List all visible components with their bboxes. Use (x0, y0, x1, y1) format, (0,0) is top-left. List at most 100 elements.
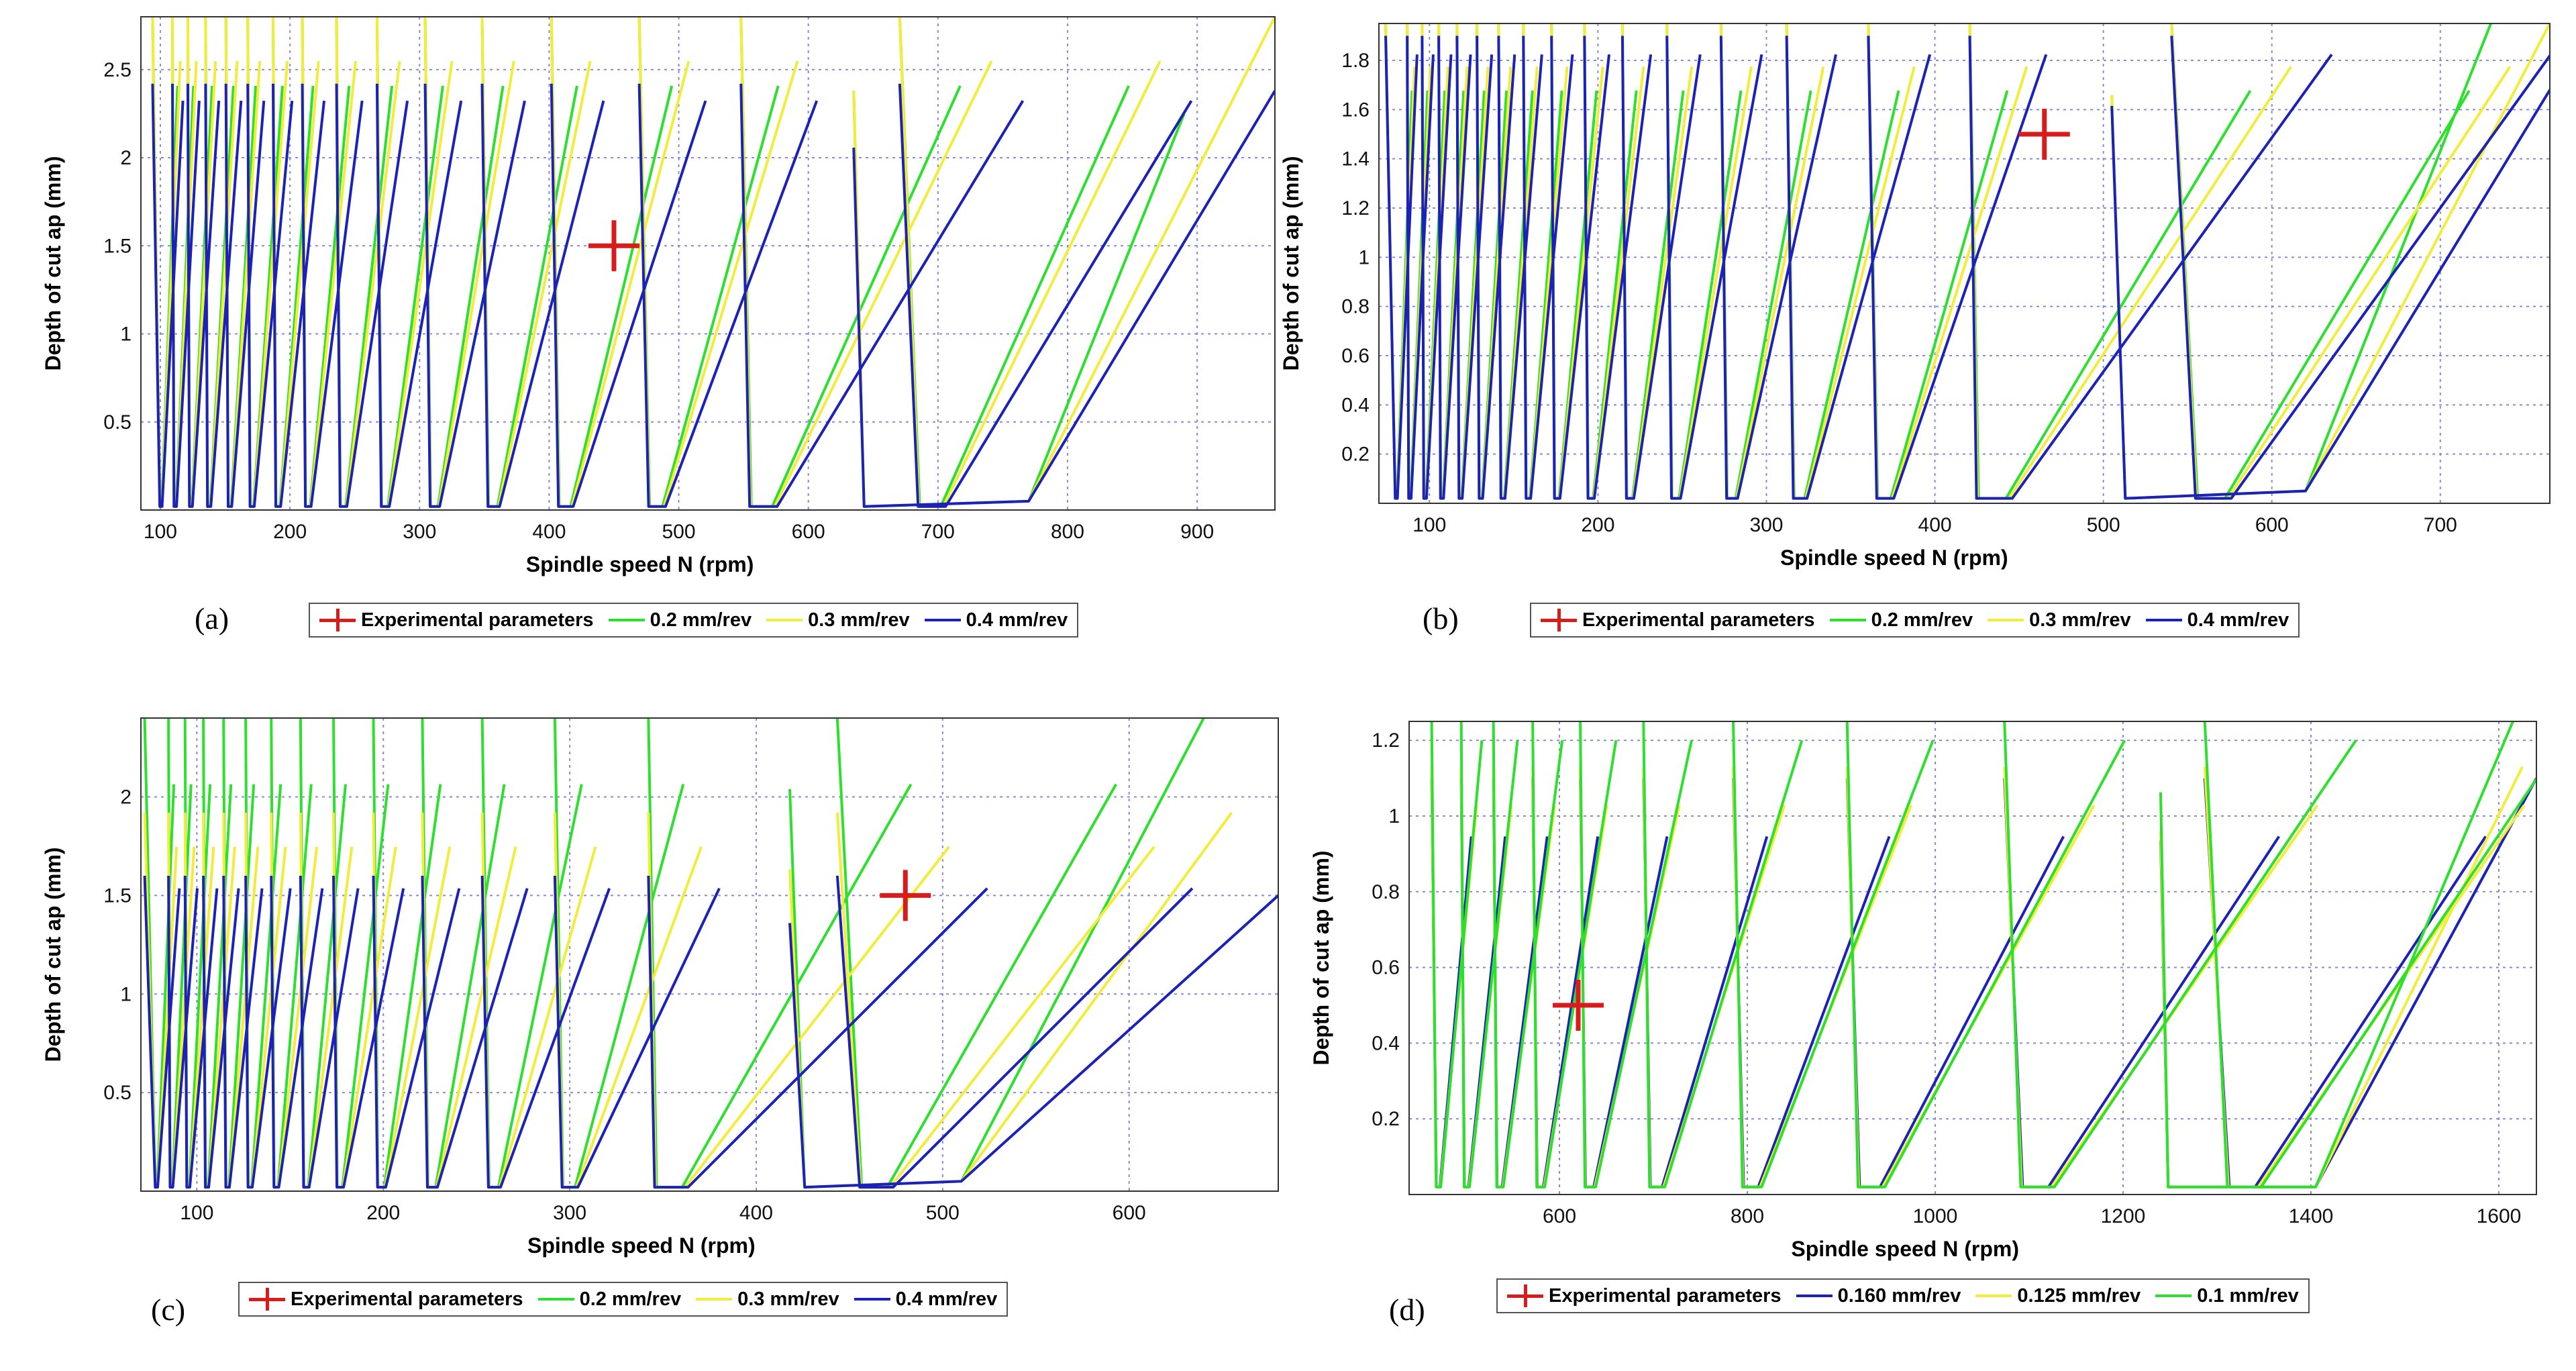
x-tick-label-a: 600 (792, 521, 825, 543)
y-tick-label-c: 0.5 (103, 1082, 132, 1104)
y-axis-title-b: Depth of cut ap (mm) (1279, 156, 1303, 371)
legend-c-series-2-text: 0.3 mm/rev (737, 1288, 839, 1310)
y-tick-label-b: 0.8 (1341, 296, 1370, 318)
panel-label-d: (d) (1389, 1292, 1425, 1327)
x-axis-title-d: Spindle speed N (rpm) (1791, 1237, 2019, 1261)
x-tick-label-d: 1000 (1913, 1205, 1958, 1227)
x-axis-title-c: Spindle speed N (rpm) (527, 1233, 756, 1258)
x-tick-label-b: 200 (1581, 514, 1614, 536)
y-tick-label-d: 0.4 (1372, 1032, 1400, 1054)
legend-d-series-1-text: 0.160 mm/rev (1837, 1284, 1961, 1307)
y-tick-label-a: 0.5 (103, 411, 132, 434)
legend-c-experimental: Experimental parameters (249, 1288, 523, 1311)
x-tick-label-a: 300 (403, 521, 436, 543)
plot-frame-b (1378, 23, 2551, 504)
legend-a-experimental-text: Experimental parameters (361, 609, 594, 631)
series-line-a-3 (151, 83, 1275, 508)
chart-b-plot: 100 200 300 400 500 600 700 0.2 0.4 0.6 0.8 1 1.2 1.4… (1279, 23, 2551, 570)
series-line-d-3 (1430, 721, 2536, 1188)
legend-d-series-2-text: 0.125 mm/rev (2017, 1284, 2141, 1307)
y-axis-title-c: Depth of cut ap (mm) (41, 848, 65, 1062)
panel-label-c: (c) (151, 1292, 186, 1327)
x-tick-label-a: 200 (273, 521, 307, 543)
x-tick-label-d: 600 (1543, 1205, 1576, 1227)
legend-b-series-2-text: 0.3 mm/rev (2029, 609, 2131, 631)
x-tick-label-c: 600 (1113, 1202, 1146, 1224)
x-tick-label-d: 1200 (2101, 1205, 2146, 1227)
chart-a-plot: 100 200 300 400 500 600 700 800 900 0.5 1 1.5 2 2.5 Sp… (41, 16, 1276, 576)
lobes-group-c (143, 718, 1278, 1189)
legend-a-series-1: 0.2 mm/rev (608, 609, 752, 631)
legend-d-series-2-swatch (1975, 1294, 2012, 1297)
x-tick-label-c: 400 (739, 1202, 773, 1224)
x-tick-label-d: 1600 (2477, 1205, 2522, 1227)
legend-b: Experimental parameters 0.2 mm/rev 0.3 m… (1530, 603, 2300, 638)
panel-label-b: (b) (1423, 601, 1459, 636)
legend-c-series-1-swatch (537, 1298, 574, 1301)
lobes-group-a (151, 17, 1275, 508)
y-tick-label-d: 0.2 (1372, 1108, 1400, 1130)
legend-b-cross-icon (1541, 609, 1577, 631)
y-tick-label-d: 1.2 (1372, 729, 1400, 752)
y-tick-label-d: 0.8 (1372, 881, 1400, 903)
legend-d-series-3: 0.1 mm/rev (2155, 1285, 2299, 1307)
x-tick-label-c: 100 (180, 1202, 213, 1224)
legend-c: Experimental parameters 0.2 mm/rev 0.3 m… (238, 1282, 1009, 1317)
legend-b-experimental-text: Experimental parameters (1582, 609, 1815, 631)
y-tick-label-b: 1.8 (1341, 50, 1370, 72)
legend-d-series-1-swatch (1796, 1294, 1833, 1297)
legend-c-series-3: 0.4 mm/rev (854, 1288, 997, 1311)
x-tick-label-c: 200 (366, 1202, 400, 1224)
y-tick-label-c: 1.5 (103, 884, 132, 907)
legend-a-series-3-swatch (924, 619, 961, 621)
chart-c-plot: 100 200 300 400 500 600 0.5 1 1.5 2 Spindle speed … (41, 717, 1279, 1258)
x-tick-label-d: 800 (1731, 1205, 1764, 1227)
y-tick-label-b: 1.4 (1341, 148, 1370, 170)
legend-b-series-3-swatch (2145, 619, 2182, 621)
legend-a-series-2-swatch (766, 619, 803, 621)
x-tick-label-c: 500 (926, 1202, 960, 1224)
legend-d-experimental: Experimental parameters (1507, 1284, 1782, 1307)
legend-c-series-1: 0.2 mm/rev (537, 1288, 682, 1311)
lobes-group-b (1384, 23, 2550, 500)
legend-a-cross-icon (319, 609, 356, 631)
x-tick-label-b: 500 (2087, 514, 2120, 536)
legend-a-series-2-text: 0.3 mm/rev (808, 609, 910, 631)
plot-area-d (1409, 721, 2536, 1195)
plot-frame-a (140, 16, 1276, 511)
x-tick-label-a: 100 (144, 521, 177, 543)
legend-a-series-1-text: 0.2 mm/rev (650, 609, 752, 631)
series-line-c-3 (143, 875, 1278, 1189)
lobes-group-d (1430, 721, 2536, 1188)
legend-b-experimental: Experimental parameters (1541, 609, 1815, 631)
series-line-b-3 (1384, 36, 2550, 500)
x-tick-label-a: 500 (662, 521, 696, 543)
y-tick-label-d: 1 (1388, 805, 1400, 827)
x-tick-label-b: 300 (1749, 514, 1783, 536)
legend-d-series-3-swatch (2155, 1294, 2192, 1297)
x-tick-label-a: 800 (1051, 521, 1084, 543)
legend-c-series-2-swatch (696, 1298, 733, 1301)
legend-b-series-1: 0.2 mm/rev (1829, 609, 1973, 631)
x-tick-label-d: 1400 (2289, 1205, 2334, 1227)
y-tick-label-b: 0.6 (1341, 345, 1370, 367)
legend-a-series-1-swatch (608, 619, 645, 621)
x-tick-label-a: 400 (532, 521, 566, 543)
legend-c-series-3-swatch (854, 1298, 890, 1301)
plot-area-a (141, 17, 1275, 510)
legend-a-series-3-text: 0.4 mm/rev (966, 609, 1068, 631)
legend-a-series-3: 0.4 mm/rev (924, 609, 1068, 631)
x-tick-label-a: 700 (921, 521, 955, 543)
y-axis-title-a: Depth of cut ap (mm) (41, 156, 65, 371)
y-tick-label-c: 2 (120, 786, 132, 809)
legend-b-series-2-swatch (1988, 619, 2024, 621)
legend-c-series-1-text: 0.2 mm/rev (579, 1288, 682, 1310)
y-tick-label-b: 1.2 (1341, 197, 1370, 219)
x-tick-label-b: 400 (1918, 514, 1952, 536)
legend-b-series-1-swatch (1829, 619, 1866, 621)
legend-a-series-2: 0.3 mm/rev (766, 609, 910, 631)
x-axis-title-b: Spindle speed N (rpm) (1780, 546, 2008, 570)
x-tick-label-b: 100 (1412, 514, 1446, 536)
legend-d-series-3-text: 0.1 mm/rev (2197, 1284, 2299, 1307)
plot-frame-d (1408, 721, 2537, 1195)
